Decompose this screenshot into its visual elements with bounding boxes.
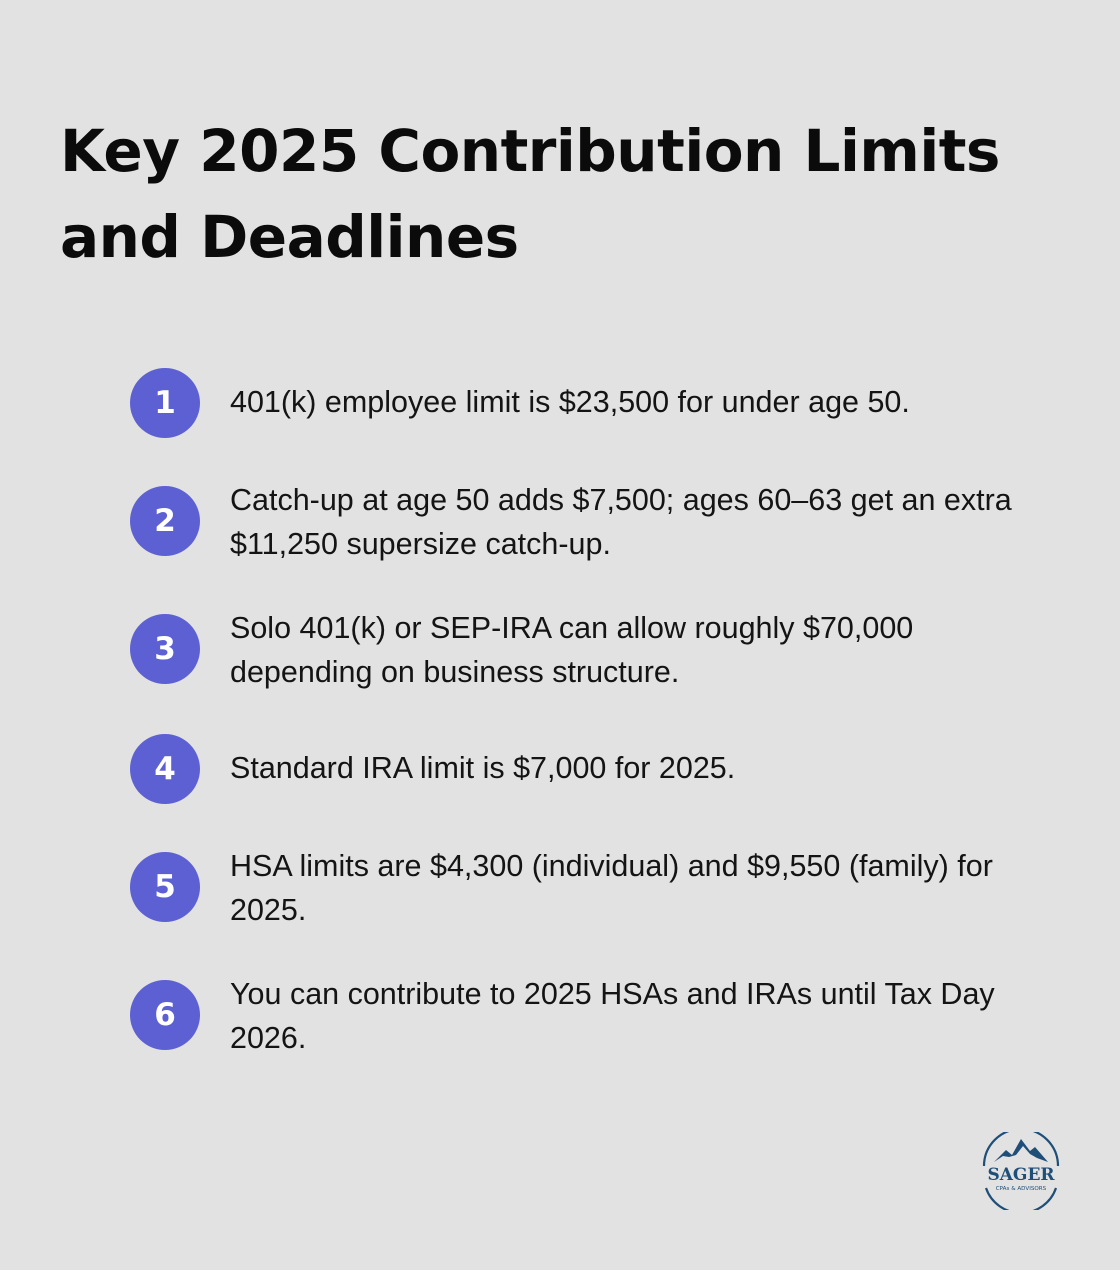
item-text: You can contribute to 2025 HSAs and IRAs… [230, 977, 995, 1055]
page-title: Key 2025 Contribution Limits and Deadlin… [60, 117, 1000, 271]
step-number-badge: 1 [130, 368, 200, 438]
item-text: 401(k) employee limit is $23,500 for und… [230, 385, 910, 419]
item-text: Catch-up at age 50 adds $7,500; ages 60–… [230, 483, 1012, 561]
step-number-badge: 4 [130, 734, 200, 804]
logo-tagline: CPAs & ADVISORS [996, 1186, 1047, 1192]
step-number-badge: 5 [130, 852, 200, 922]
step-number-badge: 6 [130, 980, 200, 1050]
item-text: Solo 401(k) or SEP-IRA can allow roughly… [230, 611, 914, 689]
step-number-badge: 2 [130, 486, 200, 556]
logo-name: SAGER [987, 1165, 1055, 1185]
logo-graphic: SAGER CPAs & ADVISORS [982, 1127, 1060, 1215]
item-text: HSA limits are $4,300 (individual) and $… [230, 849, 993, 927]
sager-logo: SAGER CPAs & ADVISORS [978, 1127, 1064, 1215]
mountain-icon [994, 1139, 1048, 1162]
step-number-badge: 3 [130, 614, 200, 684]
item-text: Standard IRA limit is $7,000 for 2025. [230, 751, 736, 785]
